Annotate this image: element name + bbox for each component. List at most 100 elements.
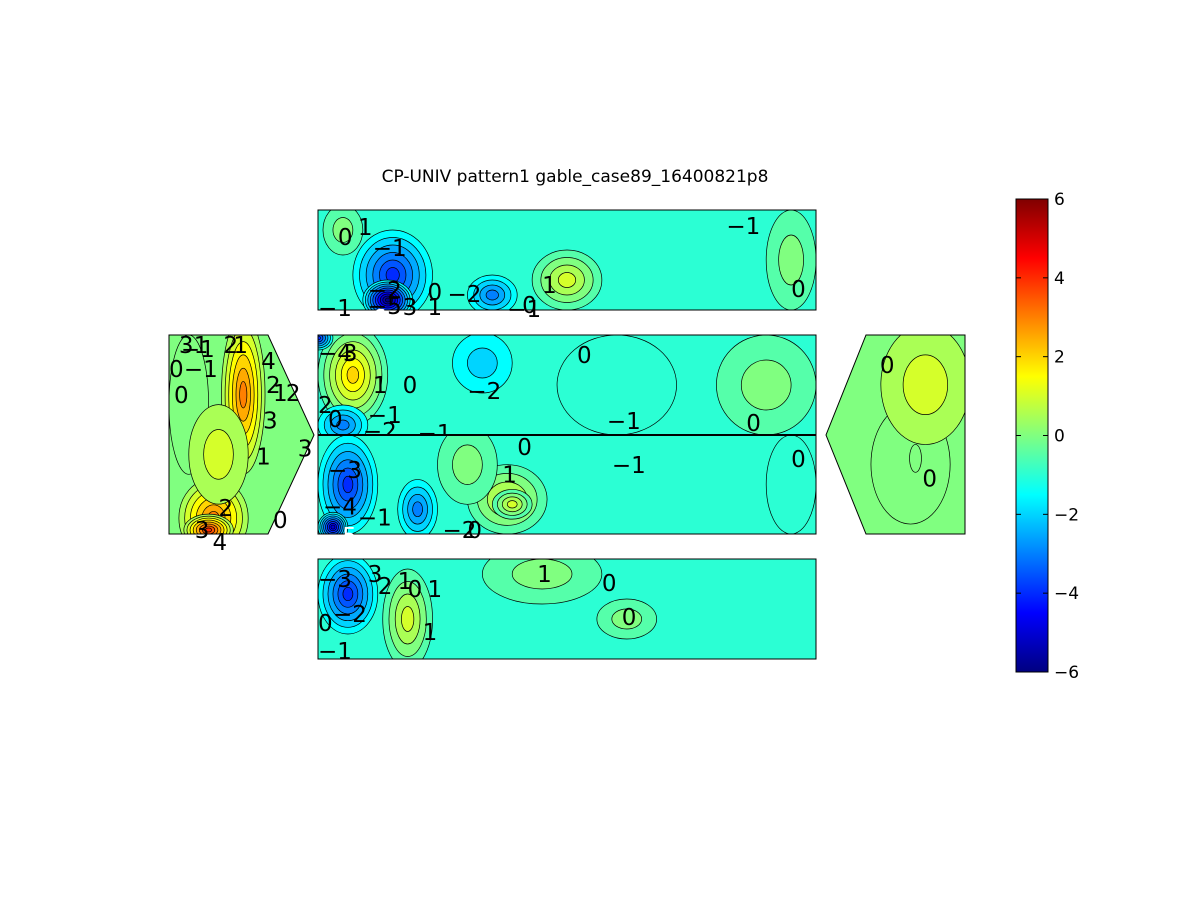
contour-label: 0 [169, 357, 184, 383]
contour-label: 0 [880, 353, 895, 379]
contour-label: 0 [318, 611, 333, 637]
wall-upper-isoline [336, 419, 350, 431]
roof-bottom-contour-3 [596, 598, 657, 640]
colorbar-tick-label: −4 [1054, 584, 1079, 604]
wall-upper-contour-3 [556, 335, 677, 435]
roof-top-isoline [332, 217, 354, 243]
contour-label: 1 [423, 620, 438, 646]
contour-label: −3 [328, 458, 362, 484]
wall-lower-contour-0 [318, 435, 379, 534]
wall-upper-isoline [740, 359, 792, 411]
contour-label: −3 [318, 567, 352, 593]
contour-label: −1 [726, 214, 760, 240]
roof-bottom-contour-2 [482, 559, 603, 605]
contour-label: 1 [542, 273, 557, 299]
contour-label: 0 [622, 605, 637, 631]
contour-label: 2 [219, 496, 234, 522]
roof-bottom-isoline [511, 559, 573, 590]
contour-label: −2 [333, 602, 367, 628]
contour-panels: 0 1−1−1−2−1 −5−6 3 10 −2−101 0−431 0 −20−1 020 −1−… [168, 209, 966, 665]
contour-label: 0 [602, 571, 617, 597]
roof-bottom-contour-0 [318, 559, 379, 635]
contour-label: 0 [746, 411, 761, 437]
gable-left-isoline [239, 381, 248, 409]
wall-upper-contour-1 [318, 404, 369, 435]
gable-right-isoline [909, 444, 922, 473]
wall-lower-contour-1 [318, 511, 349, 534]
contour-label: −1 [184, 357, 218, 383]
contour-label: −2 [368, 278, 402, 304]
contour-label: 0 [403, 373, 418, 399]
colorbar-tick-label: −2 [1054, 505, 1079, 525]
chart-title: CP-UNIV pattern1 gable_case89_16400821p8 [382, 167, 769, 187]
roof-top-panel [317, 209, 817, 311]
contour-label: 4 [213, 530, 228, 556]
wall-lower-isoline [452, 444, 483, 485]
contour-label: 3 [343, 341, 358, 367]
contour-label: −4 [323, 494, 357, 520]
contour-label: −1 [373, 236, 407, 262]
contour-label: −1 [368, 403, 402, 429]
contour-label: −1 [318, 296, 352, 322]
gable-left-outline [168, 334, 315, 535]
contour-label: 1 [256, 444, 271, 470]
gable-right-contour-1 [909, 444, 922, 473]
roof-top-contour-3 [531, 249, 603, 310]
wall-lower-contour-5 [437, 435, 498, 505]
colorbar: 6 4 2 0 −2 −4 −6 [1015, 190, 1079, 683]
wall-lower-isoline [506, 500, 518, 509]
wall-lower-contour-2 [397, 479, 438, 534]
contour-label: −2 [443, 518, 477, 544]
contour-label: −2 [467, 379, 501, 405]
contour-label: 3 [263, 409, 278, 435]
contour-label: 2 [286, 381, 301, 407]
colorbar-tick-label: −6 [1054, 663, 1079, 683]
colorbar-tick-label: 2 [1054, 348, 1065, 368]
contour-label: −2 [447, 282, 481, 308]
contour-label: 3 [298, 436, 313, 462]
gable-left-isoline [205, 527, 213, 533]
roof-top-isoline [557, 272, 577, 288]
contour-label: 0 [791, 447, 806, 473]
contour-label: 2 [266, 373, 281, 399]
contour-label: 0 [338, 225, 353, 251]
contour-label: 0 [517, 435, 532, 461]
gable-right-outline [825, 334, 966, 535]
contour-label: 1 [398, 569, 413, 595]
roof-top-contour-5 [765, 210, 816, 310]
wall-lower-isoline [412, 501, 423, 518]
contour-label: −6 [353, 306, 387, 332]
contour-label: 0 [328, 407, 343, 433]
contour-label: 2 [378, 574, 393, 600]
contour-label: 0 [174, 383, 189, 409]
contour-label: 1 [194, 333, 209, 359]
contour-label: −1 [358, 505, 392, 531]
roof-bottom-isoline [611, 608, 643, 630]
gable-left-contour-2 [183, 513, 234, 534]
contour-label: 3 [403, 295, 418, 321]
wall-lower-contour-4 [491, 489, 533, 520]
contour-label: 1 [428, 577, 443, 603]
contour-label: 1 [373, 373, 388, 399]
contour-label: 3 [179, 333, 194, 359]
gable-right-isoline [902, 354, 949, 415]
contour-label: 0 [577, 343, 592, 369]
roof-bottom-panel [317, 558, 817, 660]
contour-label: 0 [408, 577, 423, 603]
roof-bottom-isoline [342, 586, 354, 602]
contour-label: 1 [273, 381, 288, 407]
contour-label: 1 [428, 295, 443, 321]
gable-right-panel [825, 334, 966, 535]
gable-left-panel [168, 334, 315, 535]
contour-label: −1 [507, 297, 541, 323]
contour-label: −1 [181, 337, 215, 363]
roof-bottom-outline [317, 558, 817, 660]
contour-label: 0 [428, 280, 443, 306]
contour-label: 0 [273, 508, 288, 534]
roof-top-contour-2 [467, 274, 518, 310]
contour-label: 3 [368, 562, 383, 588]
roof-top-contour-1 [362, 279, 413, 310]
wall-upper-isoline [467, 347, 498, 379]
wall-upper-contour-4 [716, 335, 816, 435]
